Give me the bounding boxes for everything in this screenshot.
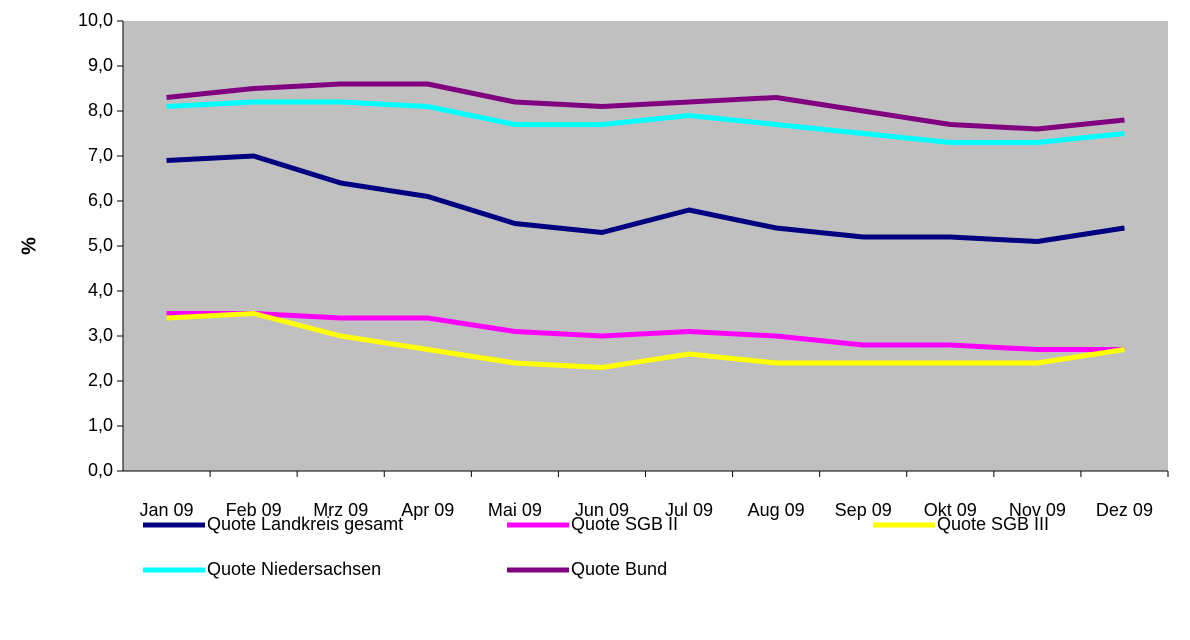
legend-label: Quote Landkreis gesamt — [207, 514, 403, 534]
x-tick-label: Apr 09 — [401, 500, 454, 520]
plot-area — [123, 21, 1168, 471]
x-tick-label: Nov 09 — [1009, 500, 1066, 520]
y-tick-label: 6,0 — [88, 190, 113, 210]
legend-label: Quote Niedersachsen — [207, 559, 381, 579]
y-tick-label: 9,0 — [88, 55, 113, 75]
y-tick-label: 4,0 — [88, 280, 113, 300]
series-line — [166, 311, 1125, 352]
y-tick-label: 1,0 — [88, 415, 113, 435]
legend-label: Quote SGB II — [571, 514, 678, 534]
x-tick-label: Sep 09 — [835, 500, 892, 520]
y-tick-label: 10,0 — [78, 10, 113, 30]
x-tick-label: Mai 09 — [488, 500, 542, 520]
x-tick-label: Jul 09 — [665, 500, 713, 520]
x-tick-label: Feb 09 — [226, 500, 282, 520]
x-tick-label: Dez 09 — [1096, 500, 1153, 520]
legend-label: Quote Bund — [571, 559, 667, 579]
y-tick-label: 7,0 — [88, 145, 113, 165]
series-line — [166, 153, 1125, 244]
y-tick-label: 3,0 — [88, 325, 113, 345]
x-tick-label: Mrz 09 — [313, 500, 368, 520]
series-line — [166, 311, 1125, 370]
y-tick-label: 5,0 — [88, 235, 113, 255]
x-tick-label: Okt 09 — [924, 500, 977, 520]
x-tick-label: Jun 09 — [575, 500, 629, 520]
y-tick-label: 0,0 — [88, 460, 113, 480]
x-tick-label: Jan 09 — [140, 500, 194, 520]
legend-label: Quote SGB III — [937, 514, 1049, 534]
series-line — [166, 81, 1125, 132]
y-axis-label: % — [18, 237, 40, 255]
series-line — [166, 99, 1125, 145]
y-tick-label: 2,0 — [88, 370, 113, 390]
x-tick-label: Aug 09 — [748, 500, 805, 520]
y-tick-label: 8,0 — [88, 100, 113, 120]
